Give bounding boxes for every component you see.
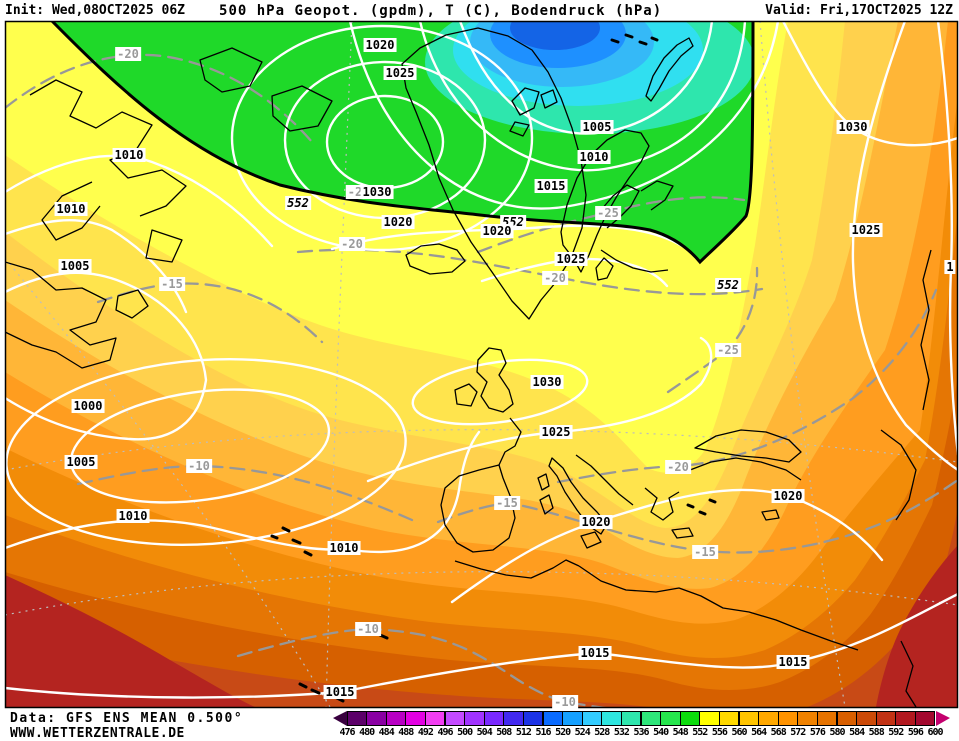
colorbar-tick-label: 528 <box>594 727 610 738</box>
colorbar-swatch <box>836 711 858 726</box>
colorbar-tick-label: 532 <box>613 727 630 738</box>
map-frame <box>4 20 959 709</box>
colorbar-swatch <box>503 711 524 726</box>
colorbar-tick-label: 548 <box>672 727 689 738</box>
colorbar-tick-label: 572 <box>790 727 806 738</box>
colorbar-swatch <box>777 711 799 726</box>
colorbar-tick-label: 512 <box>515 727 532 738</box>
colorbar-swatch <box>875 711 897 726</box>
init-label: Init: Wed,08OCT2025 06Z <box>5 3 186 18</box>
colorbar-tick-label: 584 <box>849 727 865 738</box>
pressure-contours <box>5 21 958 699</box>
colorbar-swatch <box>640 711 662 726</box>
colorbar-left-arrow <box>333 711 347 726</box>
colorbar-swatch <box>483 711 505 726</box>
colorbar-swatch <box>758 711 779 726</box>
colorbar-tick-label: 516 <box>535 727 551 738</box>
colorbar-tick-label: 492 <box>417 727 434 738</box>
colorbar-swatch <box>797 711 818 726</box>
website-label: WWW.WETTERZENTRALE.DE <box>10 726 185 741</box>
colorbar-swatch <box>856 711 877 726</box>
graticule <box>5 21 958 708</box>
colorbar-tick-label: 500 <box>457 727 473 738</box>
colorbar-swatch <box>405 711 426 726</box>
colorbar-swatch <box>581 711 603 726</box>
colorbar-swatch <box>522 711 544 726</box>
geopotential-552-line <box>50 21 755 265</box>
colorbar-tick-label: 488 <box>398 727 414 738</box>
colorbar-tick-label: 476 <box>339 727 355 738</box>
colorbar-tick-label: 536 <box>633 727 649 738</box>
colorbar-swatch <box>718 711 740 726</box>
page-title: 500 hPa Geopot. (gpdm), T (C), Bodendruc… <box>219 2 663 19</box>
colorbar-swatch <box>895 711 916 726</box>
colorbar-tick-label: 560 <box>731 727 747 738</box>
colorbar-tick-label: 556 <box>711 727 728 738</box>
polar-pools <box>425 21 755 134</box>
colorbar-tick-label: 524 <box>574 727 591 738</box>
colorbar-swatch <box>738 711 760 726</box>
colorbar-tick-label: 576 <box>809 727 826 738</box>
colorbar-swatch <box>660 711 681 726</box>
map-header: Init: Wed,08OCT2025 06Z 500 hPa Geopot. … <box>0 0 959 21</box>
colorbar-swatch <box>699 711 720 726</box>
colorbar-tick-label: 596 <box>907 727 924 738</box>
colorbar-tick-label: 504 <box>476 727 493 738</box>
colorbar-swatch <box>914 711 936 726</box>
data-source-label: Data: GFS ENS MEAN 0.500° <box>10 711 244 726</box>
colorbar-swatch <box>542 711 564 726</box>
colorbar-tick-label: 600 <box>927 727 943 738</box>
colorbar-swatch <box>679 711 701 726</box>
colorbar-swatch <box>620 711 642 726</box>
colorbar-tick-label: 564 <box>751 727 767 738</box>
colorbar-tick-label: 580 <box>829 727 845 738</box>
valid-label: Valid: Fri,17OCT2025 12Z <box>765 3 953 18</box>
colorbar-tick-label: 568 <box>770 727 787 738</box>
colorbar-swatch <box>562 711 583 726</box>
colorbar-swatch <box>816 711 838 726</box>
colorbar-swatch <box>385 711 407 726</box>
colorbar-right-arrow <box>935 711 950 726</box>
colorbar-tick-label: 552 <box>692 727 708 738</box>
colorbar-swatch <box>424 711 446 726</box>
field-bands <box>5 21 958 708</box>
colorbar-tick-label: 484 <box>378 727 395 738</box>
colorbar-tick-label: 496 <box>437 727 453 738</box>
colorbar-swatch <box>444 711 466 726</box>
colorbar-swatch <box>464 711 485 726</box>
colorbar-swatch <box>346 711 368 726</box>
colorbar-tick-label: 592 <box>888 727 904 738</box>
colorbar-tick-label: 588 <box>868 727 885 738</box>
colorbar-tick-label: 480 <box>359 727 375 738</box>
colorbar-swatch <box>366 711 387 726</box>
colorbar-tick-label: 540 <box>653 727 669 738</box>
colorbar-tick-label: 508 <box>496 727 512 738</box>
colorbar-swatch <box>601 711 622 726</box>
colorbar-tick-label: 520 <box>555 727 571 738</box>
